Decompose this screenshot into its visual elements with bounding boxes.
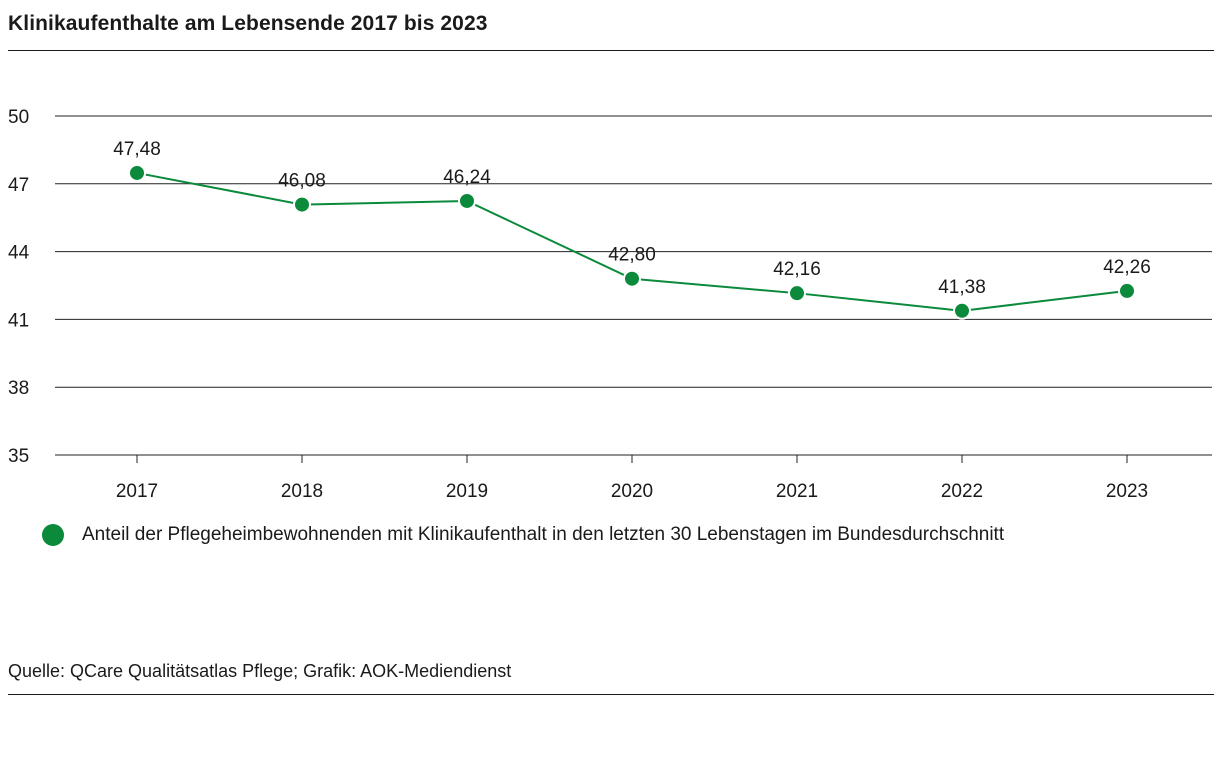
y-tick-label-41: 41 — [8, 310, 29, 331]
y-tick-label-50: 50 — [8, 107, 29, 128]
data-point-2017 — [128, 163, 146, 182]
chart-title: Klinikaufenthalte am Lebensende 2017 bis… — [8, 12, 488, 35]
top-rule — [8, 50, 1214, 51]
source-note: Quelle: QCare Qualitätsatlas Pflege; Gra… — [8, 661, 512, 681]
legend-marker — [42, 524, 64, 546]
x-axis-ticks: 2017 2018 2019 2020 2021 2022 2023 — [116, 455, 1148, 502]
data-point-2023 — [1118, 281, 1136, 300]
x-tick-label-2023: 2023 — [1106, 481, 1148, 502]
y-axis-tick-labels: 35 38 41 44 47 50 — [8, 107, 30, 467]
x-tick-label-2019: 2019 — [446, 481, 488, 502]
line-chart: 35 38 41 44 47 50 2017 2018 2019 2020 2021 2022 202… — [8, 107, 1212, 502]
x-tick-label-2018: 2018 — [281, 481, 323, 502]
data-point-2019 — [458, 191, 476, 210]
data-point-2022 — [953, 301, 971, 320]
data-label-2021: 42,16 — [773, 259, 821, 280]
x-tick-label-2022: 2022 — [941, 481, 983, 502]
data-label-2018: 46,08 — [278, 171, 326, 192]
y-tick-label-35: 35 — [8, 446, 29, 467]
data-label-2017: 47,48 — [113, 139, 161, 160]
data-point-2018 — [293, 195, 311, 214]
data-point-2021 — [788, 284, 806, 303]
y-tick-label-44: 44 — [8, 243, 30, 264]
legend-label: Anteil der Pflegeheimbewohnenden mit Kli… — [82, 524, 1005, 545]
data-labels: 47,48 46,08 46,24 42,80 42,16 41,38 42,26 — [113, 139, 1151, 298]
x-tick-label-2017: 2017 — [116, 481, 158, 502]
data-label-2019: 46,24 — [443, 167, 491, 188]
gridlines — [55, 115, 1212, 456]
x-tick-label-2020: 2020 — [611, 481, 653, 502]
legend: Anteil der Pflegeheimbewohnenden mit Kli… — [42, 524, 1004, 546]
y-tick-label-38: 38 — [8, 378, 29, 399]
data-points — [128, 163, 1136, 320]
data-label-2022: 41,38 — [938, 277, 986, 298]
data-point-2020 — [623, 269, 641, 288]
x-tick-label-2021: 2021 — [776, 481, 818, 502]
data-label-2020: 42,80 — [608, 245, 656, 266]
bottom-rule — [8, 694, 1214, 695]
data-label-2023: 42,26 — [1103, 257, 1151, 278]
y-tick-label-47: 47 — [8, 175, 29, 196]
